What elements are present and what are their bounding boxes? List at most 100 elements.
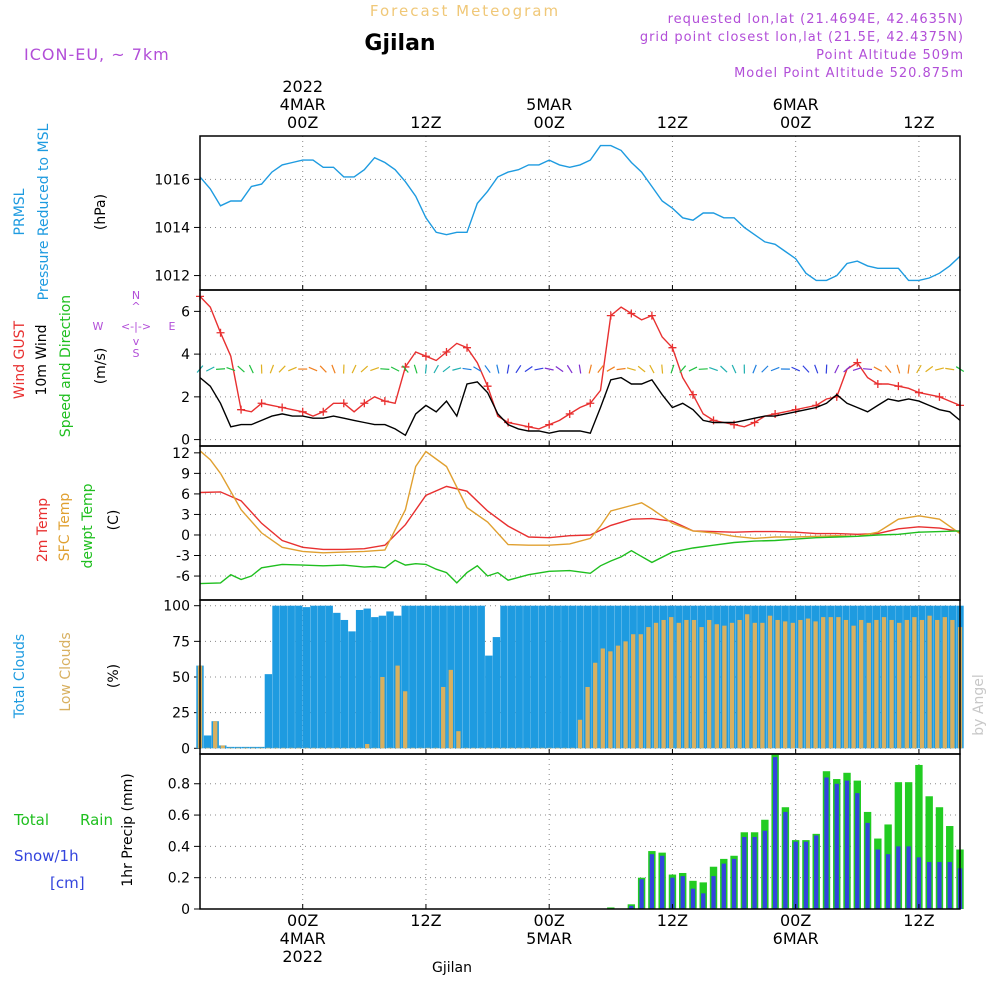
wind-arrow [916,364,922,374]
requested-coords: requested lon,lat (21.4694E, 42.4635N) [668,12,964,27]
y-tick-label: 3 [181,507,190,523]
clouds-bar [295,605,303,749]
bottom-tick-label: 00Z [287,911,318,930]
precip-bar [803,841,809,909]
gust-marker [935,392,944,401]
wind-arrow [319,365,327,373]
precip-bar [906,846,911,909]
clouds-bar [492,637,501,749]
gust-marker [668,343,677,352]
bottom-tick-label: 5MAR [526,929,572,948]
speed-direction-label: Speed and Direction [58,295,74,437]
precip-bar [885,854,891,909]
clouds-bar [881,617,887,749]
wind-arrow [484,365,491,374]
wind-arrow [390,366,400,372]
footer-location: Gjilan [432,960,472,976]
gust-marker [380,397,389,406]
clouds-plot: 0 25 50 75 100 [163,599,964,757]
y-tick-label: 1012 [154,269,190,285]
gust-marker [894,382,903,391]
clouds-bar [380,677,385,749]
y-tick-label: 1016 [154,172,190,188]
clouds-bar [228,747,233,749]
clouds-bar [729,622,735,749]
clouds-bar [325,605,333,749]
wind-arrow [360,365,369,373]
clouds-bar [296,747,301,749]
y-tick-label: 6 [181,304,190,320]
wind-arrow [934,367,944,371]
clouds-bar [684,619,689,749]
wind-arrow [278,365,286,373]
pressure-desc-label: Pressure Reduced to MSL [36,123,52,300]
clouds-bar [714,624,719,749]
clouds-bar [205,747,210,749]
clouds-bar [334,747,339,749]
clouds-bar [669,617,674,749]
y-tick-label: 0.2 [168,871,190,887]
y-tick-label: -3 [176,549,190,565]
clouds-bar [213,721,218,749]
y-tick-label: 0 [181,741,190,757]
precip-bar [947,862,952,909]
clouds-bar [310,605,318,749]
total-clouds-label: Total Clouds [12,634,28,719]
wind-arrow [452,367,462,371]
clouds-bar [409,605,417,749]
gust-marker [606,311,615,320]
precip-bar [670,877,675,909]
clouds-bar [821,617,826,749]
clouds-bar [342,747,347,749]
wind-arrow [331,364,336,374]
y-tick-label: 100 [163,599,190,615]
temperature-labels: 2m Temp SFC Temp dewpt Temp (C) [35,483,122,568]
clouds-bar [477,605,485,749]
clouds-bar [471,747,476,749]
precip-bar [855,793,860,909]
clouds-bar [805,618,811,749]
clouds-bar [866,622,871,749]
compass-dn: v [133,335,140,348]
clouds-bar [532,747,537,749]
wind-arrow [616,367,626,371]
top-tick-label: 12Z [657,113,688,132]
clouds-bar [287,605,295,749]
clouds-bar [243,747,248,749]
clouds-bar [507,605,516,749]
clouds-unit-label: (%) [106,664,122,688]
top-tick-label: 5MAR [526,95,572,114]
clouds-bar [836,617,841,749]
y-tick-label: 0 [181,528,190,544]
gust-marker [914,388,923,397]
clouds-bar [707,619,712,749]
clouds-bar [281,747,286,749]
clouds-bar [631,634,636,749]
panel-frame [199,445,961,601]
temperature-series-sfc-temp [199,450,961,554]
precip-bar [844,780,850,909]
wind-arrow [424,364,428,374]
precip-bar [762,830,768,909]
precip-bar [875,849,880,909]
clouds-bar [357,747,362,749]
clouds-bar [349,747,355,749]
clouds-bar [386,611,394,749]
clouds-bar [302,607,311,749]
precip-bar [904,782,913,909]
cm-label: [cm] [50,874,85,892]
wind-arrow [402,365,409,373]
clouds-bar [661,619,666,749]
precip-bar [607,907,615,909]
wind-arrow [555,365,564,373]
clouds-bar [813,621,818,749]
clouds-bar [646,627,651,749]
clouds-bar [251,747,256,749]
gust-marker [319,407,328,416]
clouds-bar [583,605,592,749]
gust-marker [688,390,697,399]
wind-arrow [731,364,737,374]
wind-arrow [351,364,357,374]
clouds-bar [859,619,864,749]
clouds-bar [463,747,469,749]
